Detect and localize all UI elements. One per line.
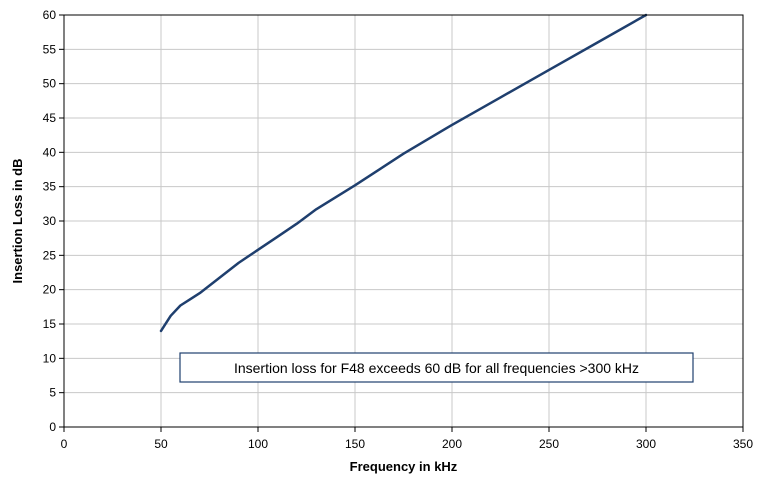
x-tick-label: 350 — [733, 437, 753, 451]
y-tick-label: 20 — [43, 283, 57, 297]
annotation-text: Insertion loss for F48 exceeds 60 dB for… — [234, 360, 639, 376]
series-line-0 — [159, 13, 648, 333]
y-tick-label: 0 — [49, 420, 56, 434]
x-tick-labels: 0 50 100 150 200 250 300 350 — [61, 437, 754, 451]
y-tick-label: 45 — [43, 111, 57, 125]
y-tick-label: 30 — [43, 214, 57, 228]
x-tick-label: 50 — [154, 437, 168, 451]
y-tick-label: 25 — [43, 248, 57, 262]
y-axis-title: Insertion Loss in dB — [10, 159, 25, 284]
y-tick-label: 15 — [43, 317, 57, 331]
x-tick-label: 100 — [248, 437, 268, 451]
x-tick-label: 0 — [61, 437, 68, 451]
x-tick-label: 200 — [442, 437, 462, 451]
y-tick-label: 35 — [43, 180, 57, 194]
x-tick-label: 250 — [539, 437, 559, 451]
plot-area-border — [63, 14, 744, 428]
y-tick-label: 60 — [43, 8, 57, 22]
annotation-box: Insertion loss for F48 exceeds 60 dB for… — [179, 352, 694, 383]
y-tick-label: 55 — [43, 42, 57, 56]
annotation-border — [179, 352, 694, 383]
x-axis-title: Frequency in kHz — [350, 459, 458, 474]
y-tick-label: 50 — [43, 77, 57, 91]
x-tick-label: 300 — [636, 437, 656, 451]
x-tick-label: 150 — [345, 437, 365, 451]
y-tick-label: 40 — [43, 145, 57, 159]
series-lines — [159, 13, 648, 333]
y-tick-label: 10 — [43, 351, 57, 365]
y-tick-label: 5 — [49, 386, 56, 400]
y-tick-labels: 0 5 10 15 20 25 30 35 40 45 50 55 60 — [43, 8, 57, 434]
